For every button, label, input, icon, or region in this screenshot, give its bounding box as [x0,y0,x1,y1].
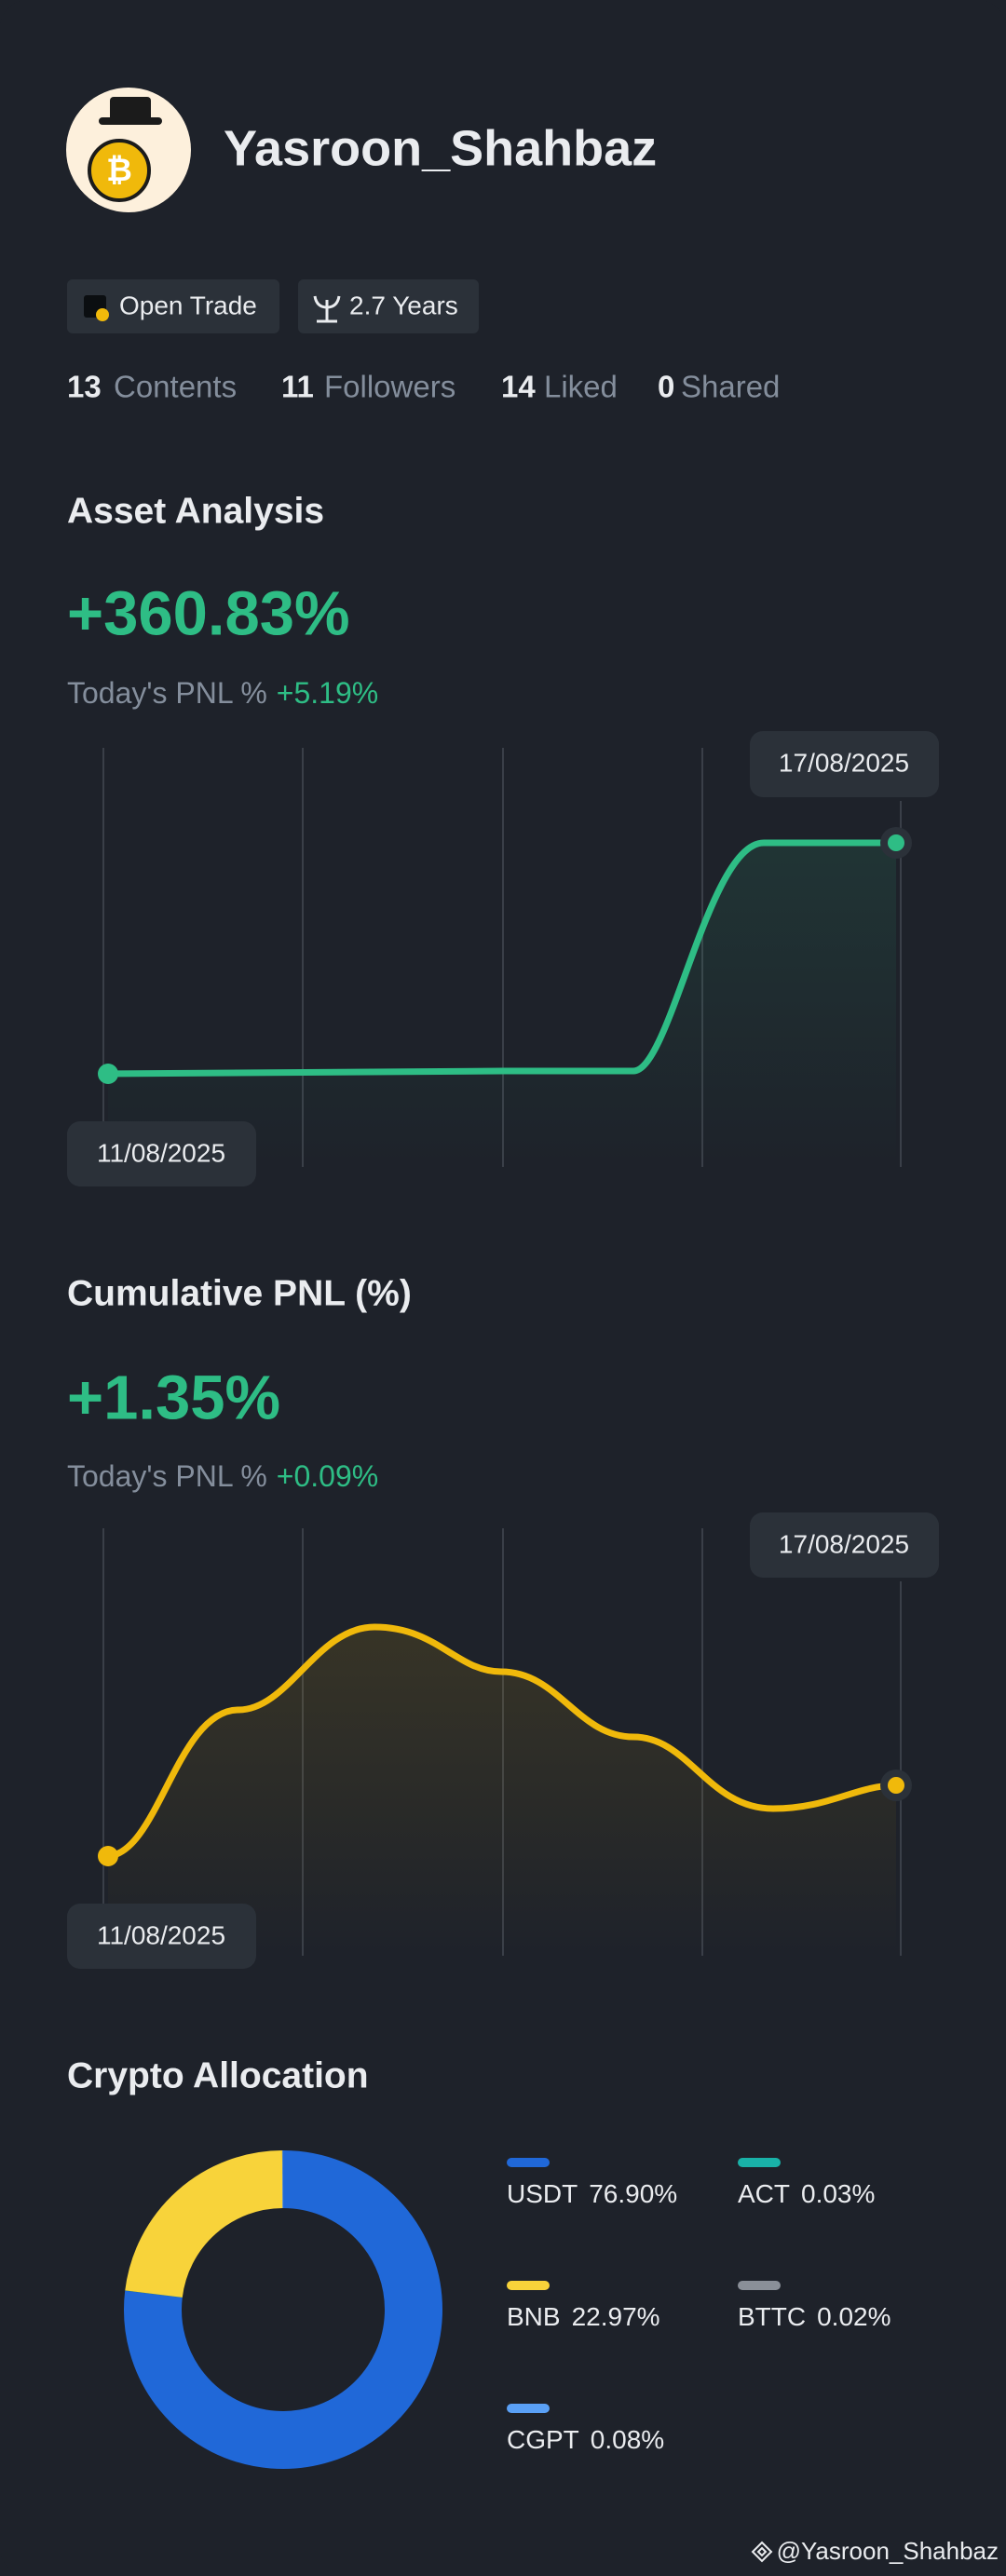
legend-entry: USDT 76.90% [507,2179,677,2208]
donut [124,2149,442,2469]
line [107,839,896,1078]
legend-name: ACT [738,2179,790,2208]
today-label: Today's PNL % [67,1459,267,1493]
stat-value: 13 [67,370,102,404]
end-date: 17/08/2025 [779,748,909,777]
badge-text: 2.7 Years [349,291,458,319]
legend-value: 0.02% [817,2302,890,2331]
badge-icon [96,308,109,321]
username: Yasroon_Shahbaz [224,120,657,176]
legend-name: USDT [507,2179,578,2208]
svg-text:₿: ₿ [106,153,132,188]
headline-value: +360.83% [67,579,350,649]
stat-label: Liked [544,370,618,404]
end-point [888,1777,904,1794]
legend-entry: BNB 22.97% [507,2302,660,2331]
legend-swatch [507,2158,550,2167]
legend-value: 22.97% [572,2302,660,2331]
badge-text: Open Trade [119,291,257,319]
legend-name: CGPT [507,2425,579,2454]
date-tooltip [67,1904,256,1969]
line [107,1623,897,1860]
start-point [98,1064,118,1084]
start-point [98,1846,118,1866]
date-tooltip [67,1121,256,1186]
date-tooltip [750,731,939,797]
badge [67,279,279,333]
today-pnl: Today's PNL % +0.09% [67,1459,378,1493]
headline-value: +1.35% [67,1363,280,1433]
today-value: +0.09% [277,1459,378,1493]
section-title: Asset Analysis [67,491,324,531]
legend-swatch [738,2281,781,2290]
start-date: 11/08/2025 [97,1138,225,1167]
legend-value: 0.08% [591,2425,664,2454]
area [108,843,896,1167]
date-tooltip [750,1512,939,1578]
stat-value: 11 [281,370,314,404]
today-label: Today's PNL % [67,676,267,710]
end-date: 17/08/2025 [779,1529,909,1558]
legend: USDT 76.90% ACT 0.03% BNB 22.97% BTTC 0.02% CGPT… [507,2158,891,2454]
stat-value: 14 [501,370,536,404]
legend-name: BTTC [738,2302,806,2331]
legend-entry: CGPT 0.08% [507,2425,664,2454]
area [108,1627,896,1956]
legend-entry: BTTC 0.02% [738,2302,891,2331]
end-point [888,834,904,851]
stat-label: Contents [114,370,237,404]
today-pnl: Today's PNL % +5.19% [67,676,378,710]
badge [298,279,479,333]
watermark: @Yasroon_Shahbaz [777,2537,999,2565]
donut-segment [124,2150,442,2469]
legend-name: BNB [507,2302,561,2331]
legend-entry: ACT 0.03% [738,2179,875,2208]
start-date: 11/08/2025 [97,1920,225,1949]
watermark-logo [751,2541,773,2563]
donut-segment [125,2150,284,2298]
stat-label: Shared [681,370,780,404]
section-title: Crypto Allocation [67,2055,369,2095]
legend-swatch [507,2281,550,2290]
badge-icon [313,295,341,323]
stat-value: 0 [658,370,674,404]
today-value: +5.19% [277,676,378,710]
legend-value: 76.90% [589,2179,677,2208]
legend-swatch [738,2158,781,2167]
section-title: Cumulative PNL (%) [67,1273,412,1313]
legend-swatch [507,2404,550,2413]
legend-value: 0.03% [801,2179,875,2208]
stat-label: Followers [324,370,455,404]
avatar[interactable]: ₿ [66,88,191,212]
